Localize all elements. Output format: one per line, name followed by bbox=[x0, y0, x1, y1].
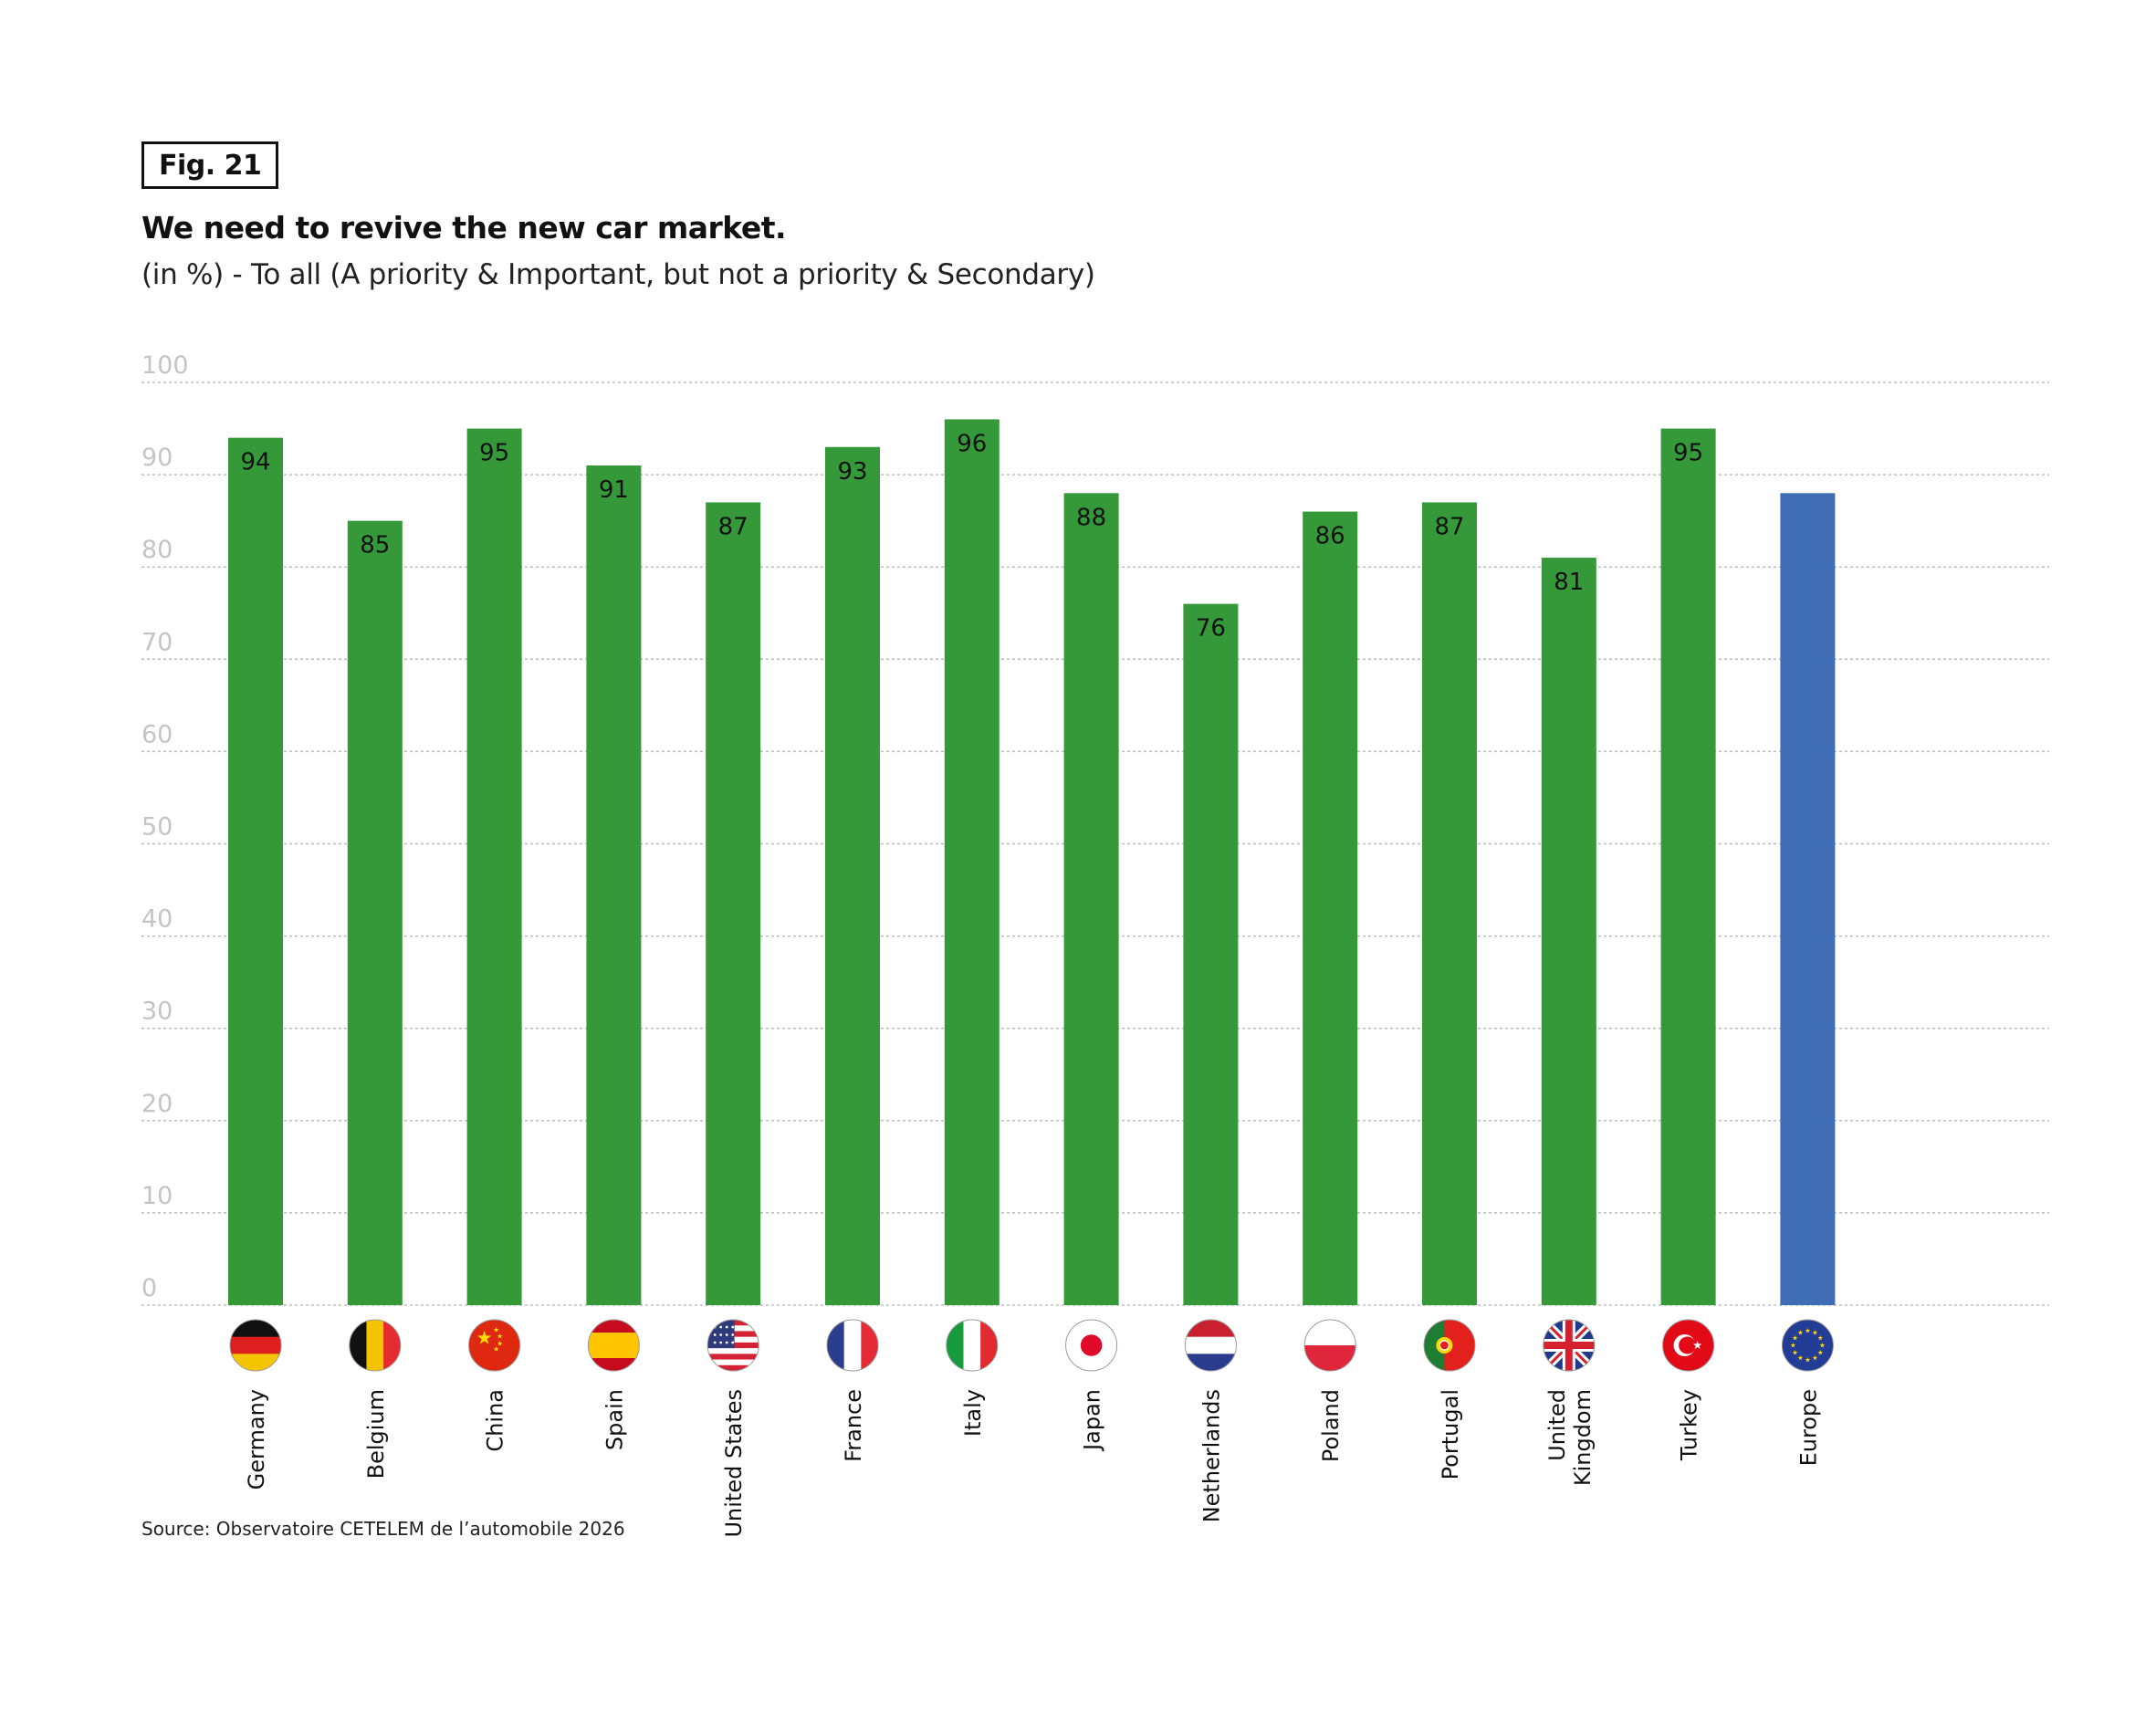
united-states-flag-icon bbox=[706, 1319, 759, 1372]
category-label-line: Spain bbox=[602, 1389, 627, 1450]
bar-spain bbox=[586, 465, 642, 1305]
portugal-flag-icon bbox=[1423, 1319, 1476, 1372]
y-tick-label: 20 bbox=[141, 1090, 173, 1118]
bar-united-states bbox=[706, 502, 761, 1305]
category-label-europe: Europe bbox=[1795, 1389, 1821, 1466]
y-tick-label: 0 bbox=[141, 1274, 157, 1302]
category-label-line: Kingdom bbox=[1570, 1389, 1596, 1486]
value-label-spain: 91 bbox=[599, 476, 629, 504]
value-label-united-states: 87 bbox=[718, 513, 748, 540]
category-label-line: Portugal bbox=[1438, 1389, 1463, 1479]
bar-france bbox=[825, 446, 880, 1305]
bar-europe bbox=[1780, 493, 1836, 1305]
y-tick-label: 10 bbox=[141, 1182, 173, 1210]
category-label-united-states: United States bbox=[721, 1389, 747, 1538]
china-flag-icon bbox=[468, 1319, 521, 1372]
category-label-line: France bbox=[841, 1389, 866, 1462]
category-label-turkey: Turkey bbox=[1677, 1389, 1702, 1461]
category-label-line: Turkey bbox=[1677, 1389, 1702, 1461]
value-label-japan: 88 bbox=[1076, 504, 1106, 531]
category-labels: Germany Belgium China Spain United States Fra… bbox=[244, 1389, 1821, 1538]
united-kingdom-flag-icon bbox=[1543, 1319, 1596, 1372]
category-label-line: Poland bbox=[1318, 1389, 1344, 1462]
source-note: Source: Observatoire CETELEM de l’automo… bbox=[141, 1518, 625, 1540]
value-label-turkey: 95 bbox=[1673, 440, 1703, 467]
europe-flag-icon bbox=[1781, 1319, 1834, 1372]
chart-title: We need to revive the new car market. bbox=[141, 210, 787, 246]
category-label-france: France bbox=[841, 1389, 866, 1462]
bar-belgium bbox=[347, 520, 403, 1305]
category-label-line: Europe bbox=[1795, 1389, 1821, 1466]
bar-germany bbox=[228, 437, 283, 1305]
category-label-netherlands: Netherlands bbox=[1198, 1389, 1224, 1522]
category-label-germany: Germany bbox=[244, 1389, 269, 1490]
bar-japan bbox=[1063, 493, 1119, 1305]
figure-number: Fig. 21 bbox=[141, 141, 279, 189]
category-label-line: Germany bbox=[244, 1389, 269, 1490]
y-tick-label: 50 bbox=[141, 813, 173, 842]
value-label-united-kingdom: 81 bbox=[1554, 569, 1584, 596]
bar-poland bbox=[1303, 511, 1358, 1305]
value-labels: 94 85 95 91 87 93 96 88 76 86 87 81 95 bbox=[240, 430, 1703, 642]
y-tick-label: 30 bbox=[141, 998, 173, 1026]
turkey-flag-icon bbox=[1662, 1319, 1715, 1372]
value-label-belgium: 85 bbox=[360, 532, 390, 559]
category-label-line: Italy bbox=[960, 1389, 986, 1437]
bar-turkey bbox=[1660, 428, 1716, 1305]
category-label-line: Belgium bbox=[363, 1389, 389, 1479]
category-label-china: China bbox=[483, 1389, 508, 1452]
value-label-france: 93 bbox=[837, 458, 867, 486]
y-axis-ticks: 0 10 20 30 40 50 60 70 80 90 100 bbox=[141, 351, 189, 1302]
category-label-line: United bbox=[1544, 1389, 1570, 1461]
germany-flag-icon bbox=[229, 1319, 282, 1372]
flags bbox=[229, 1319, 1834, 1372]
value-label-netherlands: 76 bbox=[1196, 615, 1226, 643]
italy-flag-icon bbox=[946, 1319, 999, 1372]
poland-flag-icon bbox=[1303, 1319, 1356, 1372]
value-label-china: 95 bbox=[479, 440, 509, 467]
value-label-germany: 94 bbox=[240, 449, 270, 476]
y-tick-label: 40 bbox=[141, 905, 173, 934]
belgium-flag-icon bbox=[349, 1319, 402, 1372]
category-label-italy: Italy bbox=[960, 1389, 986, 1437]
japan-flag-icon bbox=[1065, 1319, 1118, 1372]
bar-portugal bbox=[1422, 502, 1477, 1305]
france-flag-icon bbox=[826, 1319, 879, 1372]
value-label-poland: 86 bbox=[1315, 523, 1345, 550]
value-label-portugal: 87 bbox=[1434, 513, 1464, 540]
category-label-poland: Poland bbox=[1318, 1389, 1344, 1462]
category-label-line: Netherlands bbox=[1198, 1389, 1224, 1522]
y-tick-label: 70 bbox=[141, 628, 173, 656]
category-label-line: United States bbox=[721, 1389, 747, 1538]
bar-china bbox=[466, 428, 522, 1305]
y-tick-label: 60 bbox=[141, 720, 173, 748]
category-label-japan: Japan bbox=[1080, 1389, 1105, 1452]
y-tick-label: 90 bbox=[141, 444, 173, 472]
bar-netherlands bbox=[1183, 603, 1239, 1305]
spain-flag-icon bbox=[587, 1319, 640, 1372]
category-label-spain: Spain bbox=[602, 1389, 627, 1450]
bar-united-kingdom bbox=[1541, 558, 1596, 1305]
y-tick-label: 80 bbox=[141, 536, 173, 564]
category-label-portugal: Portugal bbox=[1438, 1389, 1463, 1479]
category-label-line: Japan bbox=[1080, 1389, 1105, 1452]
bar-italy bbox=[944, 419, 1000, 1305]
category-label-united-kingdom: UnitedKingdom bbox=[1544, 1389, 1596, 1486]
value-label-italy: 96 bbox=[957, 430, 987, 457]
bars bbox=[228, 419, 1836, 1305]
category-label-belgium: Belgium bbox=[363, 1389, 389, 1479]
netherlands-flag-icon bbox=[1184, 1319, 1237, 1372]
y-tick-label: 100 bbox=[141, 351, 189, 380]
category-label-line: China bbox=[483, 1389, 508, 1452]
chart-subtitle: (in %) - To all (A priority & Important,… bbox=[141, 258, 1095, 291]
